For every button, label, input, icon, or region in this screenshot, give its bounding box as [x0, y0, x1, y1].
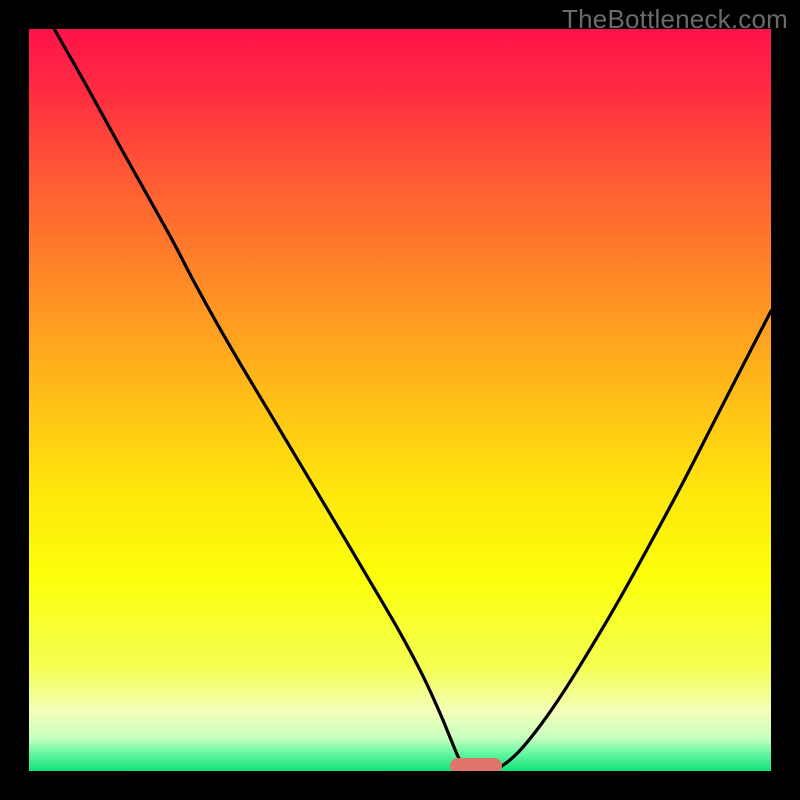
plot-area	[29, 29, 771, 771]
optimum-marker	[450, 758, 502, 771]
curve-path	[54, 29, 771, 771]
watermark-text: TheBottleneck.com	[562, 4, 788, 35]
chart-frame: TheBottleneck.com	[0, 0, 800, 800]
bottleneck-curve	[29, 29, 771, 771]
